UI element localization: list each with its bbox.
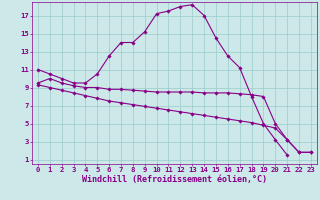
X-axis label: Windchill (Refroidissement éolien,°C): Windchill (Refroidissement éolien,°C): [82, 175, 267, 184]
